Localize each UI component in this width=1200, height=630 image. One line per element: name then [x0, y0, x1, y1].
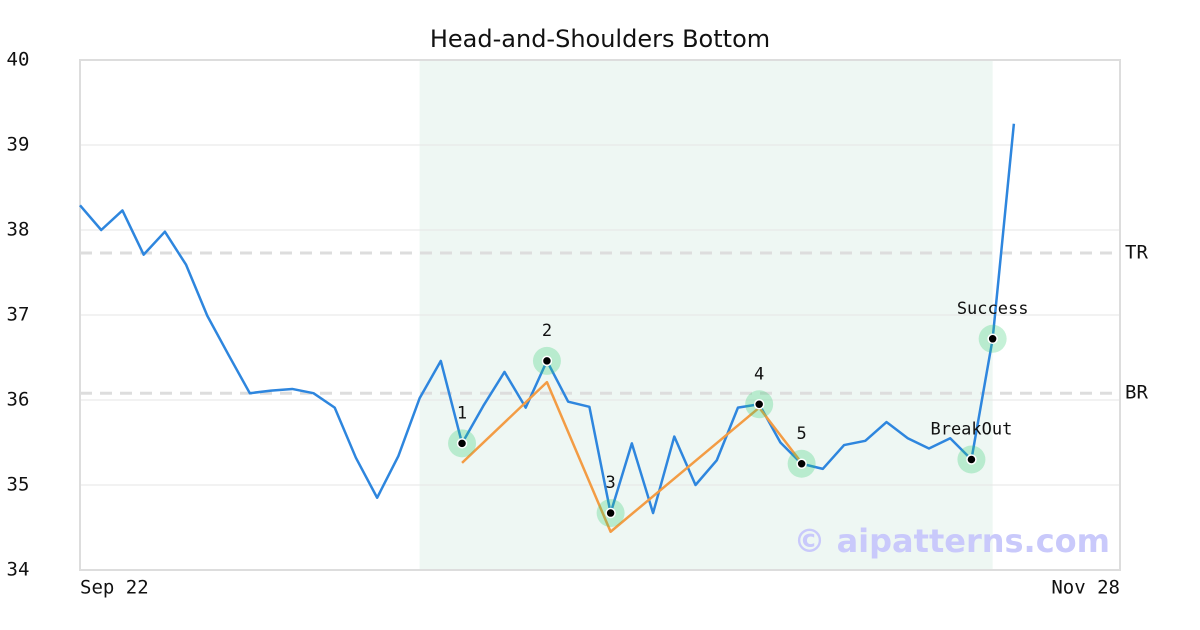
price-line	[461, 380, 803, 533]
y-tick-label: 38	[7, 219, 30, 241]
x-tick-label: Nov 28	[1051, 577, 1120, 599]
plot-frame	[79, 59, 1121, 571]
point-label: 4	[754, 364, 764, 384]
pattern-point	[753, 399, 765, 410]
point-label: 1	[457, 403, 467, 423]
x-tick-label: Sep 22	[80, 577, 149, 599]
pattern-point	[966, 454, 977, 465]
pattern-point	[987, 333, 998, 345]
y-tick-label: 34	[7, 559, 30, 581]
level-label: BR	[1125, 382, 1148, 404]
pattern-point	[541, 355, 553, 367]
y-tick-label: 36	[7, 389, 30, 411]
y-tick-label: 39	[7, 134, 30, 156]
point-label: 2	[542, 321, 552, 341]
pattern-point	[456, 438, 468, 449]
pattern-point	[605, 507, 616, 519]
level-label: TR	[1125, 241, 1148, 263]
watermark: © aipatterns.com	[793, 522, 1110, 560]
y-tick-label: 35	[7, 474, 30, 496]
chart-title: Head-and-Shoulders Bottom	[430, 25, 770, 53]
point-label: 3	[605, 473, 615, 493]
y-tick-label: 37	[7, 304, 30, 326]
point-label: 5	[797, 424, 807, 444]
pattern-point	[796, 458, 807, 469]
y-tick-label: 40	[7, 49, 30, 71]
point-label: BreakOut	[930, 420, 1012, 440]
point-label: Success	[957, 299, 1029, 319]
